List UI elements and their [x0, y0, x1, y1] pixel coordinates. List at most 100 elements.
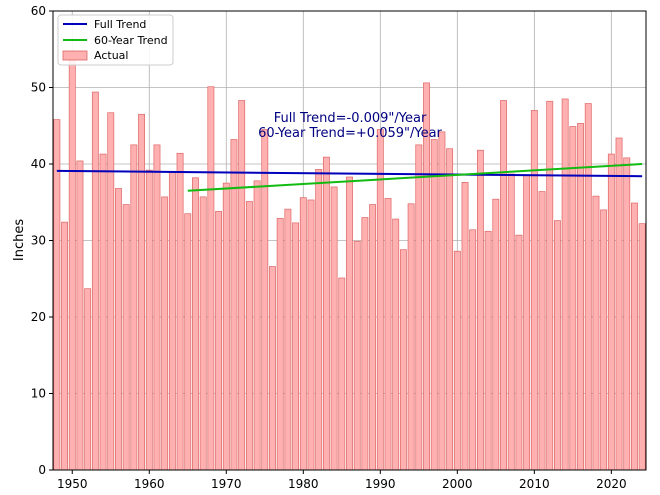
- sixty-year-trend-annotation: 60-Year Trend=+0.059"/Year: [258, 126, 442, 141]
- bar-2019: [600, 209, 608, 471]
- bar-1953: [91, 91, 99, 471]
- y-tick-label: 60: [31, 4, 46, 18]
- bar-1959: [138, 113, 145, 471]
- bar-1949: [61, 221, 68, 471]
- bar-1957: [122, 204, 130, 471]
- bar-2018: [592, 195, 600, 471]
- x-tick-label: 1960: [134, 477, 165, 491]
- bar-2009: [523, 175, 531, 471]
- bar-1963: [168, 172, 176, 471]
- bar-1976: [269, 266, 276, 471]
- x-tick-label: 1980: [288, 477, 319, 491]
- bar-1948: [53, 119, 61, 471]
- bar-1950: [68, 55, 76, 471]
- bar-1992: [392, 218, 400, 471]
- bar-1993: [399, 249, 407, 471]
- x-tick-label: 1990: [365, 477, 396, 491]
- y-tick-label: 30: [31, 234, 46, 248]
- bar-1974: [253, 180, 261, 471]
- bar-1998: [438, 131, 446, 471]
- bar-2002: [469, 229, 477, 471]
- bar-1954: [99, 153, 107, 471]
- bar-1958: [130, 144, 138, 471]
- bar-2011: [538, 191, 546, 471]
- y-axis-label: Inches: [12, 219, 27, 261]
- bar-2014: [561, 98, 569, 471]
- legend-full-trend-label: Full Trend: [94, 18, 146, 31]
- bar-1952: [84, 288, 92, 471]
- bar-2003: [476, 149, 484, 471]
- bar-2022: [623, 157, 631, 471]
- bar-2020: [607, 153, 615, 471]
- bar-1978: [284, 208, 292, 471]
- bar-1956: [115, 188, 122, 471]
- bar-2001: [461, 182, 469, 471]
- bar-1961: [153, 144, 161, 471]
- bar-1955: [107, 112, 115, 471]
- bar-1970: [222, 182, 230, 471]
- bar-1966: [192, 177, 199, 471]
- bar-1973: [245, 201, 253, 471]
- bar-1989: [369, 204, 377, 471]
- full-trend-annotation: Full Trend=-0.009"/Year: [274, 111, 427, 126]
- bar-1977: [276, 217, 284, 471]
- bar-1988: [361, 217, 369, 471]
- bar-2005: [492, 198, 500, 471]
- bar-1997: [430, 139, 438, 471]
- x-tick-label: 2020: [596, 477, 627, 491]
- bar-1964: [176, 152, 184, 471]
- x-tick-label: 2010: [519, 477, 550, 491]
- bar-2015: [569, 126, 577, 471]
- 60-year-trend-line: [187, 163, 643, 192]
- bar-2000: [453, 250, 461, 471]
- bar-1960: [145, 169, 153, 471]
- bar-1962: [161, 196, 169, 471]
- bar-1968: [207, 86, 215, 471]
- bar-1969: [215, 211, 223, 471]
- bar-1995: [415, 144, 423, 471]
- y-axis: 0 10 20 30 40 50 60: [31, 4, 53, 477]
- x-tick-label: 1970: [211, 477, 242, 491]
- bar-2004: [484, 230, 492, 471]
- y-tick-label: 10: [31, 387, 46, 401]
- x-axis: 1950 1960 1970 1980 1990 2000 2010 2020: [57, 470, 627, 491]
- bar-1965: [184, 213, 192, 471]
- bar-1986: [346, 176, 353, 471]
- bar-1975: [261, 129, 269, 471]
- bar-2010: [530, 110, 538, 471]
- bar-1991: [384, 198, 392, 471]
- bar-1951: [76, 160, 84, 471]
- bar-2017: [584, 103, 592, 471]
- bar-1983: [322, 156, 330, 471]
- bar-1979: [292, 222, 300, 471]
- y-tick-label: 40: [31, 157, 46, 171]
- legend-sixty-year-trend-label: 60-Year Trend: [94, 34, 168, 47]
- bar-1990: [376, 129, 384, 471]
- bar-1987: [353, 240, 361, 471]
- bar-1985: [338, 277, 346, 471]
- bar-1972: [238, 100, 246, 471]
- y-tick-label: 0: [38, 463, 46, 477]
- bar-1982: [315, 169, 323, 471]
- bar-2008: [515, 234, 523, 471]
- bar-1980: [299, 197, 307, 471]
- legend: Full Trend 60-Year Trend Actual: [57, 14, 174, 66]
- y-tick-label: 20: [31, 310, 46, 324]
- bar-2006: [500, 100, 507, 471]
- bar-1984: [330, 186, 338, 471]
- y-tick-label: 50: [31, 81, 46, 95]
- bar-2021: [615, 137, 623, 471]
- bar-2023: [631, 202, 638, 471]
- bar-2013: [554, 220, 561, 471]
- full-trend-line: [56, 169, 643, 178]
- x-tick-label: 1950: [57, 477, 88, 491]
- x-tick-label: 2000: [442, 477, 473, 491]
- bar-2012: [546, 100, 554, 471]
- bar-2024: [638, 223, 646, 471]
- bar-1994: [407, 203, 415, 471]
- legend-actual-label: Actual: [94, 49, 128, 62]
- legend-actual-swatch: [62, 50, 88, 61]
- bar-1981: [307, 199, 315, 471]
- bar-2007: [507, 173, 515, 471]
